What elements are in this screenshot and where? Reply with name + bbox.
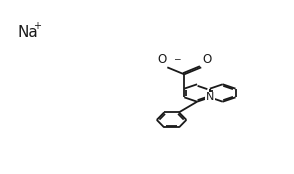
- Text: O: O: [203, 53, 212, 66]
- Text: O: O: [157, 53, 166, 66]
- Text: N: N: [206, 92, 214, 102]
- Text: Na: Na: [17, 25, 38, 40]
- Text: +: +: [33, 21, 41, 31]
- Text: −: −: [173, 54, 180, 63]
